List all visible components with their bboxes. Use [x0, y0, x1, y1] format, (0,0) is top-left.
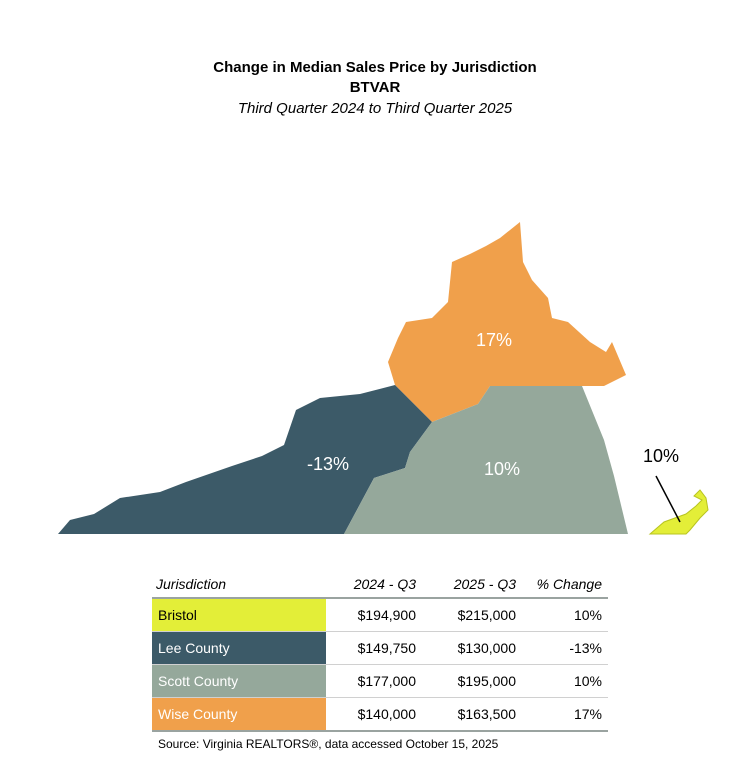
row-name: Lee County: [152, 631, 326, 665]
wise-county-label: 17%: [476, 330, 512, 350]
chart-subtitle: BTVAR: [349, 79, 401, 96]
title-block: Change in Median Sales Price by Jurisdic…: [0, 58, 750, 120]
col-change-header: % Change: [522, 573, 608, 599]
row-2024: $177,000: [326, 664, 422, 698]
row-change: 10%: [522, 664, 608, 698]
row-2025: $195,000: [422, 664, 522, 698]
table-row: Lee County $149,750 $130,000 -13%: [152, 631, 608, 665]
row-change: -13%: [522, 631, 608, 665]
row-2025: $163,500: [422, 697, 522, 732]
row-2024: $194,900: [326, 598, 422, 632]
lee-county-region: [58, 385, 432, 534]
col-2024-header: 2024 - Q3: [326, 573, 422, 599]
table-row: Scott County $177,000 $195,000 10%: [152, 664, 608, 698]
chart-period: Third Quarter 2024 to Third Quarter 2025: [237, 100, 513, 117]
scott-county-label: 10%: [484, 459, 520, 479]
row-name: Bristol: [152, 598, 326, 632]
wise-county-region: [388, 222, 626, 422]
col-2025-header: 2025 - Q3: [422, 573, 522, 599]
bristol-region: [648, 489, 709, 535]
source-note: Source: Virginia REALTORS®, data accesse…: [158, 737, 499, 751]
table-row: Wise County $140,000 $163,500 17%: [152, 697, 608, 732]
row-name: Wise County: [152, 697, 326, 732]
row-2024: $149,750: [326, 631, 422, 665]
scott-county-region: [344, 386, 628, 534]
price-table: Jurisdiction 2024 - Q3 2025 - Q3 % Chang…: [152, 573, 608, 732]
col-jurisdiction-header: Jurisdiction: [152, 573, 326, 599]
row-2025: $215,000: [422, 598, 522, 632]
chart-title: Change in Median Sales Price by Jurisdic…: [213, 59, 537, 76]
jurisdiction-map: 17% -13% 10% 10%: [58, 222, 709, 535]
row-change: 10%: [522, 598, 608, 632]
table-row: Bristol $194,900 $215,000 10%: [152, 598, 608, 632]
row-change: 17%: [522, 697, 608, 732]
lee-county-label: -13%: [307, 454, 349, 474]
bristol-label: 10%: [643, 446, 679, 466]
row-2025: $130,000: [422, 631, 522, 665]
row-2024: $140,000: [326, 697, 422, 732]
table-header-row: Jurisdiction 2024 - Q3 2025 - Q3 % Chang…: [152, 573, 608, 599]
row-name: Scott County: [152, 664, 326, 698]
bristol-callout-line: [655, 475, 681, 523]
